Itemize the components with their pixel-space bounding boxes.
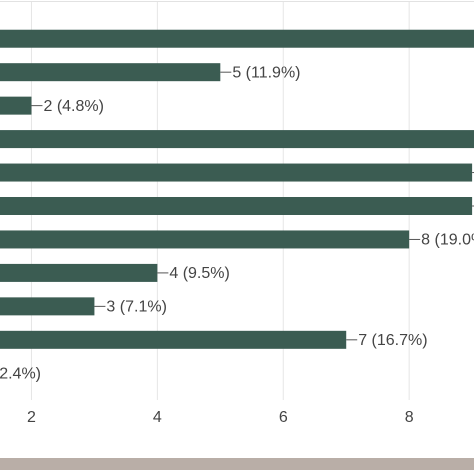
value-label: 7 (16.7%)	[358, 332, 427, 349]
value-label: 2 (4.8%)	[43, 98, 103, 115]
bar	[0, 197, 473, 215]
bar	[0, 163, 473, 182]
x-tick-label: 8	[405, 409, 414, 426]
value-label: 5 (11.9%)	[232, 64, 300, 81]
bar	[0, 297, 95, 316]
value-label: 4 (9.5%)	[169, 265, 229, 282]
bar	[0, 330, 347, 349]
value-label: 1 (2.4%)	[0, 365, 41, 382]
value-label: 8 (19.0%)	[421, 232, 474, 249]
value-label: 3 (7.1%)	[106, 299, 166, 316]
x-tick-label: 2	[27, 409, 36, 426]
bar	[0, 230, 410, 249]
bar	[0, 63, 221, 82]
bar	[0, 130, 474, 149]
bar	[0, 96, 32, 115]
bar	[0, 263, 158, 282]
x-tick-label: 6	[279, 409, 288, 426]
bar	[0, 29, 474, 48]
x-tick-label: 4	[153, 409, 162, 426]
bottom-band	[0, 458, 474, 470]
